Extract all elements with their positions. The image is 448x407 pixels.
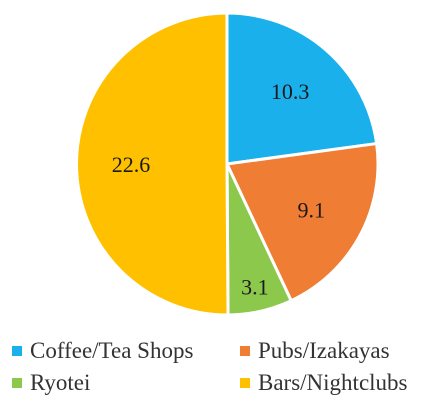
legend-label-pubs-izakayas: Pubs/Izakayas (258, 338, 390, 363)
pie-slices (75, 11, 380, 317)
data-label-bars-nightclubs: 22.6 (112, 152, 151, 177)
legend-item-bars-nightclubs: Bars/Nightclubs (240, 368, 440, 398)
data-label-pubs-izakayas: 9.1 (298, 197, 326, 222)
legend-item-coffee-tea-shops: Coffee/Tea Shops (12, 336, 240, 366)
pie-data-labels: 10.3 9.1 3.1 22.6 (112, 79, 325, 299)
legend-label-ryotei: Ryotei (30, 370, 91, 395)
data-label-coffee-tea-shops: 10.3 (271, 79, 310, 104)
pie-slice-bars-nightclubs (75, 11, 230, 317)
pie-slice-coffee-tea-shops (225, 11, 379, 166)
legend-label-bars-nightclubs: Bars/Nightclubs (258, 370, 408, 395)
legend-swatch-ryotei (12, 378, 22, 388)
legend-label-coffee-tea-shops: Coffee/Tea Shops (30, 338, 194, 363)
legend-swatch-coffee-tea-shops (12, 346, 22, 356)
legend-swatch-bars-nightclubs (240, 378, 250, 388)
legend-item-ryotei: Ryotei (12, 368, 240, 398)
pie-slice-pubs-izakayas (225, 142, 380, 303)
data-label-ryotei: 3.1 (241, 274, 269, 299)
pie-chart: 10.3 9.1 3.1 22.6 (75, 11, 380, 317)
legend-swatch-pubs-izakayas (240, 346, 250, 356)
legend-item-pubs-izakayas: Pubs/Izakayas (240, 336, 440, 366)
legend: Coffee/Tea Shops Pubs/Izakayas Ryotei Ba… (12, 336, 442, 398)
